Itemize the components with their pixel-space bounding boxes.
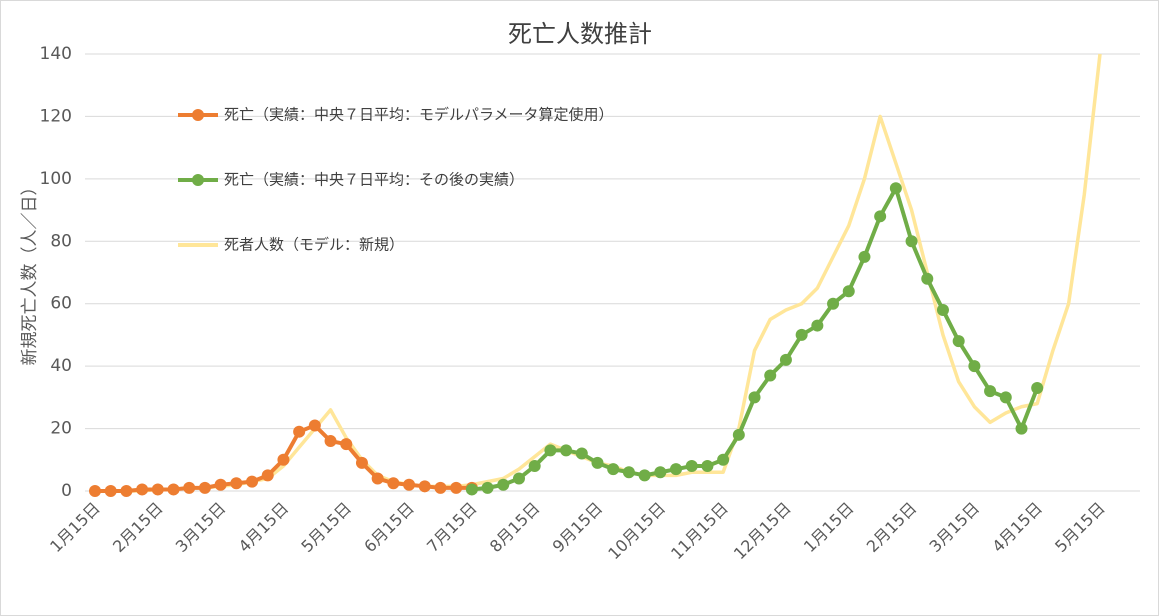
legend-marker [192,109,204,121]
data-point [355,456,368,469]
data-point [136,483,149,496]
data-point [544,444,557,457]
data-point [120,485,133,497]
data-point [214,478,227,491]
data-point [528,460,541,473]
data-point [324,435,337,448]
data-point [685,460,698,473]
data-point [670,463,683,476]
data-point [403,478,416,491]
data-point [748,391,761,404]
data-point [89,485,101,497]
data-point [277,453,290,466]
data-point [999,391,1012,404]
data-point [481,481,494,494]
legend-marker [192,174,204,186]
data-point [622,466,635,479]
data-point [842,285,855,298]
data-point [874,210,887,223]
y-tick-label: 20 [50,419,72,439]
data-point [638,469,651,482]
chart-title: 死亡人数推計 [508,20,652,48]
data-point [591,456,604,469]
data-point [465,483,478,496]
data-point [905,235,918,248]
data-point [607,463,620,476]
data-point [936,303,949,316]
y-axis-label: 新規死亡人数（人／日） [20,179,40,366]
data-point [261,469,274,482]
data-point [246,475,259,488]
data-point [183,481,196,494]
data-point [434,481,447,494]
data-point [371,472,384,485]
data-point [308,419,321,432]
data-point [387,477,400,490]
data-point [497,478,510,491]
y-tick-label: 60 [50,294,72,314]
data-point [952,335,965,348]
data-point [717,453,730,466]
data-point [512,472,525,485]
data-point [732,428,745,441]
data-point [230,477,243,490]
data-point [575,447,588,460]
data-point [104,485,117,497]
data-point [811,319,824,332]
y-tick-label: 140 [40,44,72,64]
legend-label: 死者人数（モデル：新規） [224,236,404,254]
y-tick-label: 100 [40,169,72,189]
data-point [827,297,840,310]
data-point [795,328,808,341]
data-point [450,481,463,494]
data-point [921,272,934,285]
data-point [340,438,353,451]
data-point [560,444,573,457]
data-point [701,460,714,473]
data-point [1031,381,1044,394]
data-point [968,360,981,373]
data-point [418,480,431,493]
y-tick-label: 40 [50,356,72,376]
data-point [167,483,180,496]
data-point [889,182,902,195]
y-tick-label: 0 [61,481,72,501]
data-point [654,466,667,479]
legend-label: 死亡（実績：中央７日平均：モデルパラメータ算定使用） [224,106,614,124]
data-point [764,369,777,382]
data-point [293,425,306,438]
legend-label: 死亡（実績：中央７日平均：その後の実績） [224,171,524,189]
data-point [779,353,792,366]
data-point [984,385,997,398]
data-point [198,481,211,494]
data-point [858,250,871,263]
data-point [1015,422,1028,435]
y-tick-label: 80 [50,231,72,251]
data-point [151,483,164,496]
y-tick-label: 120 [40,106,72,126]
